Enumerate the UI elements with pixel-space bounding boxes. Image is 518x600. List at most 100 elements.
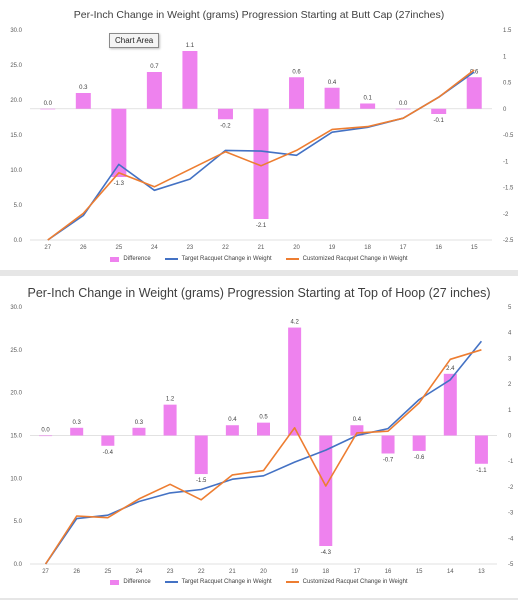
x-tick-label: 13 bbox=[478, 569, 485, 575]
difference-bar bbox=[39, 435, 53, 437]
x-tick-label: 16 bbox=[435, 245, 442, 251]
difference-data-label: 0.6 bbox=[292, 69, 301, 75]
x-tick-label: 26 bbox=[80, 245, 87, 251]
plot-area: 0.05.010.015.020.025.030.0-5-4-3-2-10123… bbox=[10, 305, 514, 575]
difference-bar bbox=[350, 425, 364, 436]
legend-label-customized: Customized Racquet Change in Weight bbox=[302, 256, 408, 262]
customized-line bbox=[44, 349, 482, 565]
difference-data-label: -0.4 bbox=[103, 450, 114, 456]
difference-bar bbox=[225, 425, 239, 436]
x-tick-label: 18 bbox=[364, 245, 371, 251]
legend-item-difference: Difference bbox=[110, 256, 151, 262]
difference-bar bbox=[40, 108, 56, 110]
y-tick-label: 0.0 bbox=[14, 238, 23, 244]
difference-bar bbox=[101, 435, 115, 446]
difference-data-label: -1.1 bbox=[476, 468, 487, 474]
y2-tick-label: -2 bbox=[508, 485, 514, 491]
legend-label-target: Target Racquet Change in Weight bbox=[181, 579, 272, 585]
difference-swatch bbox=[110, 579, 120, 585]
y-tick-label: 15.0 bbox=[10, 434, 22, 440]
difference-data-label: -0.7 bbox=[383, 457, 394, 463]
legend-item-target: Target Racquet Change in Weight bbox=[164, 256, 272, 262]
difference-data-label: 0.3 bbox=[79, 85, 88, 91]
y2-tick-label: -0.5 bbox=[503, 133, 514, 139]
difference-bar bbox=[289, 77, 305, 109]
y2-tick-label: -1.5 bbox=[503, 186, 514, 192]
target-swatch bbox=[164, 258, 178, 260]
x-tick-label: 24 bbox=[151, 245, 158, 251]
x-tick-label: 15 bbox=[416, 569, 423, 575]
difference-bar bbox=[474, 435, 488, 464]
chart-panel-bottom[interactable]: Per-Inch Change in Weight (grams) Progre… bbox=[0, 276, 518, 598]
y-tick-label: 15.0 bbox=[10, 133, 22, 139]
difference-bar bbox=[431, 108, 447, 114]
y-tick-label: 5.0 bbox=[14, 519, 23, 525]
difference-swatch bbox=[110, 256, 120, 262]
y2-tick-label: 0 bbox=[503, 107, 507, 113]
y-tick-label: 30.0 bbox=[10, 305, 22, 311]
difference-data-label: 0.6 bbox=[470, 69, 479, 75]
difference-data-label: 2.4 bbox=[446, 366, 455, 372]
legend-label-customized: Customized Racquet Change in Weight bbox=[302, 579, 408, 585]
x-tick-label: 19 bbox=[291, 569, 298, 575]
x-tick-label: 22 bbox=[222, 245, 229, 251]
x-tick-label: 22 bbox=[198, 569, 205, 575]
difference-bar bbox=[257, 422, 270, 436]
difference-data-label: 0.1 bbox=[363, 96, 372, 102]
y-tick-label: 20.0 bbox=[10, 391, 22, 397]
x-tick-label: 14 bbox=[447, 569, 454, 575]
difference-data-label: 0.4 bbox=[353, 417, 362, 423]
x-tick-label: 23 bbox=[167, 569, 174, 575]
y2-tick-label: 0 bbox=[508, 434, 512, 440]
x-tick-label: 24 bbox=[136, 569, 143, 575]
difference-data-label: 0.5 bbox=[259, 415, 268, 421]
y-tick-label: 5.0 bbox=[14, 203, 23, 209]
chart-panel-top[interactable]: Per-Inch Change in Weight (grams) Progre… bbox=[0, 0, 518, 270]
y2-tick-label: 5 bbox=[508, 305, 512, 311]
x-tick-label: 20 bbox=[260, 569, 267, 575]
x-tick-label: 23 bbox=[187, 245, 194, 251]
difference-bar bbox=[288, 327, 302, 436]
difference-bar bbox=[146, 72, 162, 109]
x-tick-label: 20 bbox=[293, 245, 300, 251]
y2-tick-label: 1.5 bbox=[503, 28, 512, 34]
y2-tick-label: 2 bbox=[508, 382, 512, 388]
difference-data-label: 0.4 bbox=[328, 80, 337, 86]
y2-tick-label: -2 bbox=[503, 212, 509, 218]
legend-label-difference: Difference bbox=[123, 579, 151, 585]
difference-bar bbox=[443, 373, 457, 436]
legend-item-customized: Customized Racquet Change in Weight bbox=[285, 256, 408, 262]
difference-bar bbox=[412, 435, 426, 451]
difference-data-label: -0.2 bbox=[220, 123, 231, 129]
difference-bar bbox=[163, 404, 177, 436]
plot-area: 0.05.010.015.020.025.030.0-2.5-2-1.5-1-0… bbox=[10, 28, 514, 251]
y2-tick-label: 1 bbox=[508, 408, 512, 414]
difference-data-label: 0.7 bbox=[150, 64, 159, 70]
y2-tick-label: -3 bbox=[508, 511, 514, 517]
difference-data-label: 4.2 bbox=[290, 320, 299, 326]
x-tick-label: 27 bbox=[42, 569, 49, 575]
x-tick-label: 18 bbox=[322, 569, 329, 575]
y-tick-label: 30.0 bbox=[10, 28, 22, 34]
difference-bar bbox=[182, 51, 198, 109]
legend-label-difference: Difference bbox=[123, 256, 151, 262]
difference-bar bbox=[253, 108, 269, 219]
legend-label-target: Target Racquet Change in Weight bbox=[181, 256, 272, 262]
x-tick-label: 21 bbox=[229, 569, 236, 575]
y2-tick-label: 0.5 bbox=[503, 81, 512, 87]
difference-bar bbox=[194, 435, 208, 475]
difference-bar bbox=[324, 87, 340, 109]
difference-bar bbox=[466, 77, 482, 109]
x-tick-label: 27 bbox=[44, 245, 51, 251]
y2-tick-label: -5 bbox=[508, 562, 514, 568]
x-tick-label: 17 bbox=[400, 245, 407, 251]
legend-item-customized: Customized Racquet Change in Weight bbox=[285, 579, 408, 585]
chart-title: Per-Inch Change in Weight (grams) Progre… bbox=[27, 286, 491, 300]
y-tick-label: 10.0 bbox=[10, 168, 22, 174]
y2-tick-label: -1 bbox=[503, 159, 509, 165]
difference-bar bbox=[395, 108, 411, 110]
difference-data-label: 1.1 bbox=[186, 43, 195, 49]
difference-data-label: -1.5 bbox=[196, 478, 207, 484]
y-tick-label: 10.0 bbox=[10, 476, 22, 482]
legend: Difference Target Racquet Change in Weig… bbox=[0, 256, 518, 262]
